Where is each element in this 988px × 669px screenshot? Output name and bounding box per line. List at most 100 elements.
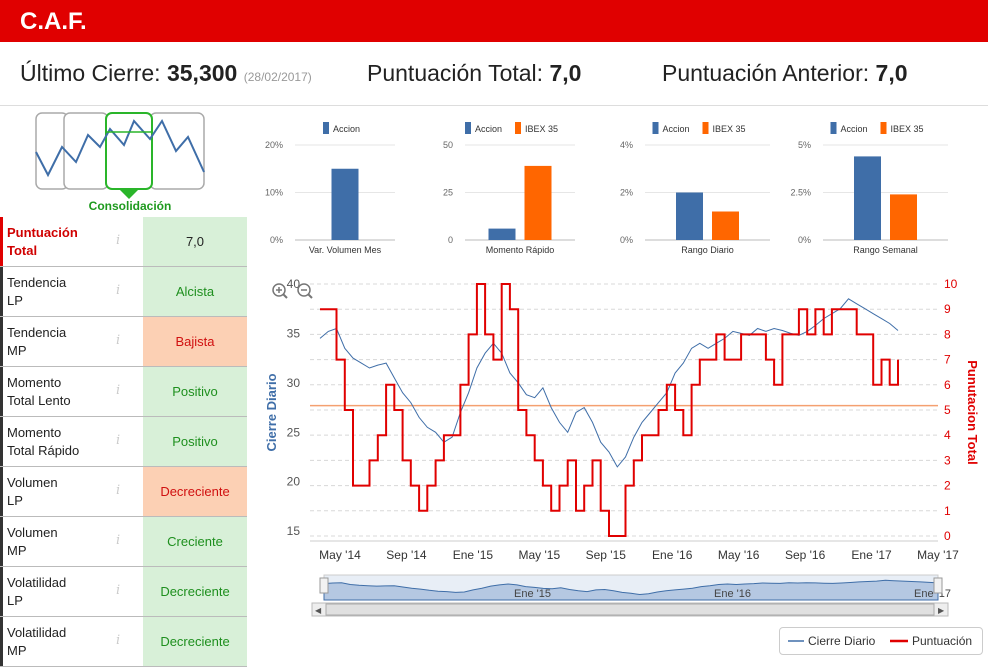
y-right-tick: 4 [944, 428, 951, 442]
x-tick-label: Sep '16 [785, 548, 826, 562]
category-label: Rango Diario [681, 245, 734, 255]
consolidation-label: Consolidación [88, 199, 172, 213]
info-icon[interactable]: i [116, 333, 121, 348]
chart-var-volumen-mes: Accion 0% 10% 20% Var. Volumen Mes [265, 122, 395, 255]
category-label: Momento Rápido [486, 245, 555, 255]
legend-label[interactable]: Accion [663, 124, 690, 134]
info-icon[interactable]: i [116, 433, 121, 448]
indicator-value: Positivo [143, 417, 247, 466]
info-icon[interactable]: i [116, 233, 121, 248]
bar-accion[interactable] [676, 192, 703, 241]
bar-accion[interactable] [488, 228, 516, 240]
indicator-name: Volumen MP [0, 517, 143, 566]
legend-label[interactable]: IBEX 35 [525, 124, 558, 134]
indicator-name: Puntuación Total [0, 217, 143, 266]
indicator-row-puntuacion-total: Puntuación Total i 7,0 [0, 217, 247, 267]
x-tick-label: Sep '14 [386, 548, 427, 562]
y-tick-label: 0% [270, 235, 283, 245]
bar-accion[interactable] [854, 156, 881, 240]
info-icon[interactable]: i [116, 283, 121, 298]
indicator-value: 7,0 [143, 217, 247, 266]
y-tick-label: 50 [443, 140, 453, 150]
company-title: C.A.F. [20, 8, 87, 35]
scroll-left-icon[interactable]: ◀ [315, 606, 322, 615]
y-right-tick: 0 [944, 529, 951, 543]
info-icon[interactable]: i [116, 633, 121, 648]
legend-label[interactable]: Accion [475, 124, 502, 134]
indicator-name-line1: Momento [7, 375, 62, 390]
y-right-tick: 7 [944, 353, 951, 367]
bar-ibex-35[interactable] [890, 194, 917, 240]
x-tick-label: May '15 [519, 548, 561, 562]
x-tick-label: May '17 [917, 548, 959, 562]
y-right-tick: 9 [944, 302, 951, 316]
series-puntuacion[interactable] [320, 283, 899, 537]
puntuacion-total-value: 7,0 [549, 60, 582, 86]
y-tick-label: 0 [448, 235, 453, 245]
bar-accion[interactable] [331, 168, 359, 240]
price-score-chart: 0 1 2 3 4 5 6 7 8 9 10 15 20 25 30 35 40 Cierre Diario Pun… [264, 277, 980, 617]
y-left-tick: 40 [287, 277, 301, 291]
y-left-tick: 15 [287, 524, 301, 538]
indicator-name-line1: Momento [7, 425, 62, 440]
indicator-name-line2: Total [7, 243, 38, 258]
legend-price-label[interactable]: Cierre Diario [808, 634, 876, 648]
y-right-tick: 8 [944, 327, 951, 341]
indicator-name-line1: Tendencia [7, 275, 67, 290]
legend-swatch [515, 122, 521, 134]
series-cierre-diario[interactable] [319, 298, 899, 468]
navigator-tick: Ene '17 [914, 588, 951, 600]
legend-swatch [652, 122, 659, 134]
y-tick-label: 10% [265, 188, 283, 198]
y-tick-label: 0% [798, 235, 811, 245]
puntuacion-anterior: Puntuación Anterior: 7,0 [662, 60, 908, 87]
legend-score-label[interactable]: Puntuación [912, 634, 972, 648]
bar-ibex-35[interactable] [712, 211, 739, 241]
y-tick-label: 4% [620, 140, 633, 150]
indicator-name-line2: MP [7, 643, 27, 658]
y-tick-label: 2% [620, 188, 633, 198]
info-icon[interactable]: i [116, 583, 121, 598]
scroll-right-icon[interactable]: ▶ [938, 606, 945, 615]
navigator-scrollbar[interactable]: ◀ ▶ [311, 602, 949, 617]
indicator-row-momento-lento: Momento Total Lento i Positivo [0, 367, 247, 417]
indicator-name-line1: Tendencia [7, 325, 67, 340]
category-label: Rango Semanal [853, 245, 918, 255]
range-navigator[interactable]: Ene '15 Ene '16 Ene '17 [319, 574, 951, 601]
ultimo-cierre-label: Último Cierre: [20, 60, 161, 86]
info-icon[interactable]: i [116, 533, 121, 548]
chart-rango-diario: Accion IBEX 35 0% 2% 4% Rango Diario [620, 122, 770, 255]
legend-swatch [323, 122, 329, 134]
legend-label[interactable]: IBEX 35 [891, 124, 924, 134]
y-right-tick: 10 [944, 277, 958, 291]
y-left-tick: 20 [287, 475, 301, 489]
indicator-row-volumen-mp: Volumen MP i Creciente [0, 517, 247, 567]
zoom-in-icon[interactable] [272, 283, 288, 299]
indicator-name: Volatilidad MP [0, 617, 143, 666]
info-icon[interactable]: i [116, 483, 121, 498]
y-tick-label: 25 [443, 188, 453, 198]
indicator-name-line1: Volumen [7, 475, 58, 490]
indicator-value: Decreciente [143, 467, 247, 516]
legend-label[interactable]: Accion [841, 124, 868, 134]
navigator-handle[interactable] [933, 577, 943, 594]
indicator-name: Tendencia MP [0, 317, 143, 366]
y-right-title: Punutacion Total [965, 360, 980, 464]
legend-label[interactable]: IBEX 35 [713, 124, 746, 134]
navigator-tick: Ene '15 [514, 588, 551, 600]
y-tick-label: 5% [798, 140, 811, 150]
legend-swatch [880, 122, 887, 134]
legend-graphics: Cierre Diario Puntuación [788, 634, 972, 648]
indicator-row-momento-rapido: Momento Total Rápido i Positivo [0, 417, 247, 467]
y-tick-label: 0% [620, 235, 633, 245]
legend-label[interactable]: Accion [333, 124, 360, 134]
info-icon[interactable]: i [116, 383, 121, 398]
navigator-handle[interactable] [319, 577, 329, 594]
y-left-tick: 35 [287, 326, 301, 340]
puntuacion-total: Puntuación Total: 7,0 [367, 60, 581, 87]
bar-ibex-35[interactable] [524, 165, 552, 240]
zoom-out-icon[interactable] [297, 283, 313, 299]
indicator-name-line1: Volatilidad [7, 625, 67, 640]
indicator-name: Momento Total Lento [0, 367, 143, 416]
scrollbar-thumb[interactable] [325, 603, 935, 616]
